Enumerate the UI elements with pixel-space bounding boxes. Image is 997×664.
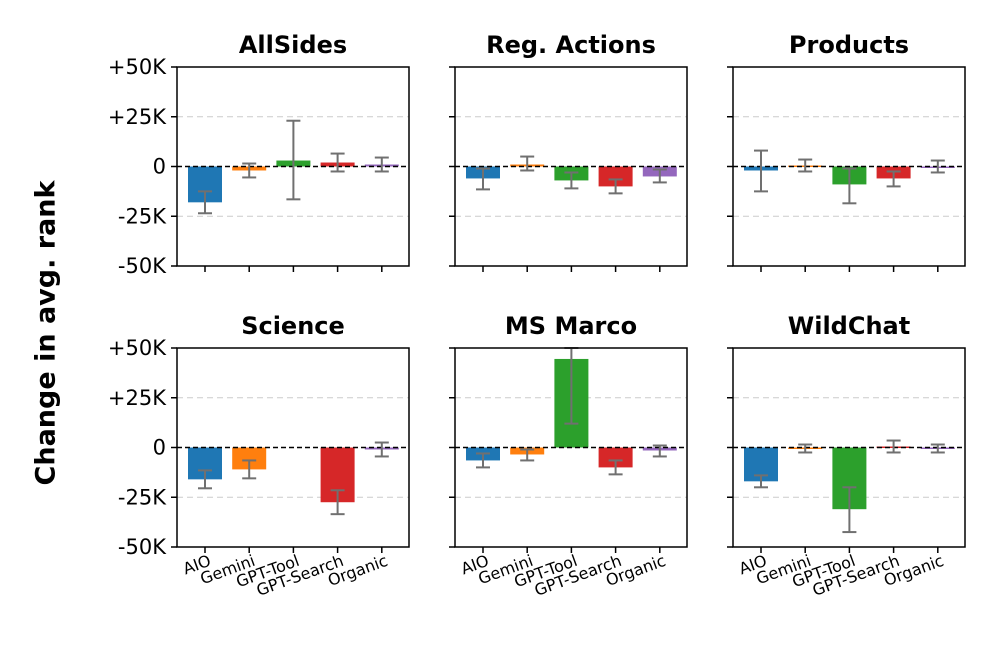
error-bar-gemini <box>520 155 535 172</box>
subplot-allsides: AllSides +50K +25K 0 -25K -50K <box>108 31 410 278</box>
error-bar-gpt-tool <box>286 119 301 201</box>
error-bar-gpt-search <box>330 152 345 173</box>
bar-gemini <box>232 447 267 470</box>
error-bar-organic <box>374 441 389 458</box>
y-axis-label: Change in avg. rank <box>31 180 62 486</box>
subplot-reg-actions: Reg. Actions <box>449 31 688 272</box>
error-bar-gpt-search <box>886 439 901 454</box>
bar-gpt-search <box>598 447 633 468</box>
y-tick-label: +25K <box>108 105 167 129</box>
error-bar-gpt-search <box>608 178 623 195</box>
y-tick-label: +25K <box>108 386 167 410</box>
y-tick-label: +50K <box>108 55 167 79</box>
subplot-title: AllSides <box>239 31 347 59</box>
error-bar-gpt-tool <box>842 486 857 534</box>
y-tick-label: -50K <box>118 254 167 278</box>
error-bar-gpt-search <box>886 170 901 188</box>
error-bar-gpt-search <box>330 489 345 516</box>
error-bar-gpt-tool <box>564 171 579 190</box>
y-tick-label: -25K <box>118 204 167 228</box>
error-bar-gpt-tool <box>842 167 857 205</box>
subplot-title: MS Marco <box>505 312 637 340</box>
error-bar-gpt-search <box>608 459 623 476</box>
subplot-title: Science <box>241 312 345 340</box>
y-tick-label: -50K <box>118 535 167 559</box>
error-bar-aio <box>198 469 212 490</box>
error-bar-gemini <box>798 443 813 454</box>
subplot-title: WildChat <box>788 312 910 340</box>
subplot-title: Products <box>789 31 909 59</box>
error-bar-aio <box>198 190 212 215</box>
error-bar-gemini <box>242 459 257 480</box>
error-bar-gemini <box>242 162 257 179</box>
y-tick-label: 0 <box>153 155 166 179</box>
error-bar-aio <box>476 452 490 469</box>
error-bar-organic <box>652 168 667 184</box>
y-tick-label: -25K <box>118 485 167 509</box>
error-bar-organic <box>374 156 389 173</box>
error-bar-gemini <box>520 448 535 462</box>
subplot-wildchat: WildChatAIOGeminiGPT-ToolGPT-SearchOrgan… <box>727 312 966 600</box>
error-bar-organic <box>652 444 667 458</box>
error-bar-aio <box>476 167 490 191</box>
subplot-products: Products <box>727 31 966 272</box>
y-tick-label: +50K <box>108 336 167 360</box>
error-bar-gemini <box>798 158 813 173</box>
bar-gpt-search <box>598 166 633 187</box>
error-bar-aio <box>754 474 768 489</box>
error-bar-organic <box>930 443 945 454</box>
y-tick-label: 0 <box>153 436 166 460</box>
subplot-ms-marco: MS MarcoAIOGeminiGPT-ToolGPT-SearchOrgan… <box>449 312 688 600</box>
error-bar-organic <box>930 159 945 174</box>
error-bar-aio <box>754 149 768 193</box>
subplot-science: Science+50K+25K0-25K-50KAIOGeminiGPT-Too… <box>108 312 410 600</box>
subplot-title: Reg. Actions <box>486 31 656 59</box>
